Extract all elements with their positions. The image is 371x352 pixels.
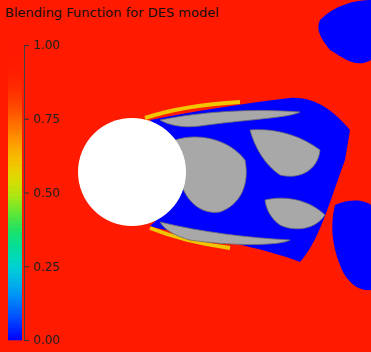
tick-label: 0.25	[33, 260, 60, 274]
colorbar-axis-line	[25, 46, 30, 341]
vortex-surface	[160, 110, 300, 126]
title: Blending Function for DES model	[5, 5, 219, 20]
chart: 1.00 0.75 0.50 0.25 0.00 Blending Function fo…	[0, 0, 371, 352]
colorbar-axis: 1.00 0.75 0.50 0.25 0.00	[24, 38, 60, 347]
tick: 0.75	[24, 112, 60, 126]
vortex-surface	[265, 198, 325, 229]
vortex-surface	[250, 130, 320, 177]
tick-mark	[24, 193, 29, 194]
tick: 0.50	[24, 186, 60, 200]
tick-mark	[24, 266, 29, 267]
tick-mark	[24, 119, 29, 120]
tick: 0.00	[24, 333, 60, 347]
field	[0, 0, 371, 352]
upper-patch	[318, 0, 371, 63]
tick-label: 0.50	[33, 186, 60, 200]
colorbar	[8, 45, 22, 341]
right-patch	[332, 200, 371, 290]
tick-label: 1.00	[33, 38, 60, 52]
colorbar-step	[8, 45, 22, 48]
tick: 0.25	[24, 260, 60, 274]
tick-label: 0.75	[33, 112, 60, 126]
tick-mark	[24, 45, 29, 46]
field-background	[0, 0, 371, 352]
tick-mark	[24, 340, 29, 341]
tick-label: 0.00	[33, 333, 60, 347]
vortex-surface	[160, 222, 290, 245]
cylinder	[78, 118, 186, 226]
tick: 1.00	[24, 38, 60, 52]
